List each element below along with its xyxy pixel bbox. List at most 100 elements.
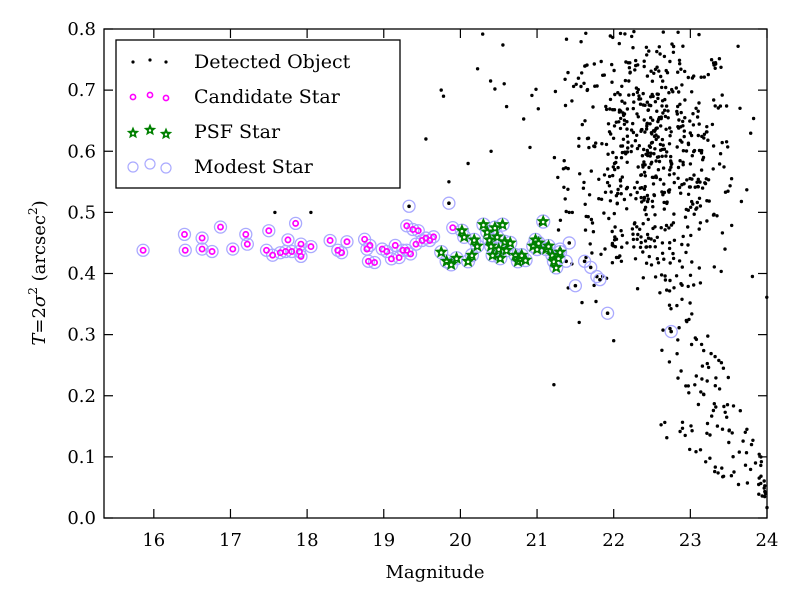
detected-object-point — [692, 173, 696, 177]
modest-star-center — [567, 241, 572, 245]
detected-object-point — [713, 354, 717, 359]
y-label-unit-close: ) — [29, 200, 50, 207]
detected-object-point — [664, 127, 668, 131]
detected-object-point — [727, 440, 731, 445]
detected-object-point — [623, 32, 627, 36]
detected-object-point — [632, 245, 636, 249]
psf-star-center — [470, 254, 474, 257]
psf-star-center — [491, 254, 494, 257]
detected-object-point — [750, 274, 755, 279]
detected-object-point — [723, 190, 728, 194]
detected-object-point — [577, 320, 581, 325]
detected-object-point — [649, 116, 653, 120]
detected-object-point — [710, 122, 715, 127]
detected-object-point — [658, 177, 662, 182]
detected-object-point — [612, 124, 617, 128]
detected-object-layer — [273, 29, 769, 510]
y-label-unit-open: (arcsec — [29, 215, 50, 287]
detected-object-point — [597, 197, 601, 201]
detected-object-point — [631, 121, 635, 126]
y-label-sup: 2 — [26, 287, 40, 295]
detected-object-point — [686, 192, 691, 196]
detected-object-point — [635, 190, 639, 195]
detected-object-point — [643, 184, 647, 189]
detected-object-point — [616, 191, 620, 196]
modest-star-center — [598, 277, 602, 282]
detected-object-point — [678, 138, 682, 142]
detected-object-point — [602, 73, 606, 77]
detected-object-point — [677, 326, 681, 330]
detected-object-point — [659, 423, 663, 427]
detected-object-point — [676, 30, 680, 34]
candidate-star-point — [326, 237, 334, 244]
detected-object-point — [668, 126, 672, 130]
detected-object-point — [649, 263, 654, 267]
detected-object-point — [724, 104, 729, 108]
detected-object-point — [660, 251, 665, 255]
detected-object-point — [622, 197, 627, 202]
detected-object-point — [629, 128, 634, 132]
detected-object-point — [667, 91, 671, 95]
candidate-modest-ring — [226, 242, 240, 256]
detected-object-point — [705, 125, 709, 129]
detected-object-point — [645, 74, 650, 78]
detected-object-point — [738, 106, 742, 111]
detected-object-point — [564, 37, 569, 41]
modest-star-point — [402, 199, 416, 213]
detected-object-point — [666, 109, 670, 113]
detected-object-point — [679, 125, 683, 129]
detected-object-point — [619, 229, 623, 233]
detected-object-point — [751, 438, 755, 442]
detected-object-point — [693, 185, 697, 189]
x-tick-label: 23 — [679, 530, 702, 551]
detected-object-point — [709, 351, 713, 356]
candidate-modest-ring — [262, 224, 276, 238]
detected-object-point — [759, 460, 764, 464]
detected-object-point — [653, 245, 657, 249]
detected-object-point — [618, 126, 623, 131]
detected-object-point — [641, 276, 645, 280]
detected-object-point — [635, 112, 639, 116]
y-tick-label: 0.1 — [67, 447, 96, 468]
detected-object-point — [699, 168, 704, 172]
detected-object-point — [558, 218, 563, 222]
detected-object-point — [619, 259, 624, 263]
detected-object-point — [680, 183, 684, 187]
legend-label: PSF Star — [194, 121, 281, 143]
detected-object-point — [635, 180, 639, 184]
psf-star-center — [493, 226, 497, 230]
detected-object-point — [656, 261, 661, 265]
detected-object-point — [741, 439, 745, 443]
detected-object-point — [667, 360, 672, 364]
legend-marker-dot — [164, 60, 168, 64]
detected-object-point — [668, 261, 672, 265]
detected-object-point — [681, 160, 685, 164]
candidate-star-point — [263, 246, 270, 254]
detected-object-point — [583, 228, 588, 232]
psf-star-layer — [434, 214, 567, 274]
detected-object-point — [612, 211, 616, 216]
y-tick-label: 0.0 — [67, 508, 96, 529]
detected-object-point — [668, 168, 672, 172]
detected-object-point — [593, 84, 597, 88]
x-tick-label: 16 — [142, 530, 165, 551]
detected-object-point — [690, 429, 694, 433]
detected-object-point — [604, 104, 608, 109]
detected-object-point — [708, 433, 712, 437]
detected-object-point — [635, 90, 640, 95]
detected-object-point — [625, 120, 629, 124]
detected-object-point — [725, 403, 730, 407]
detected-object-point — [570, 99, 574, 103]
detected-object-point — [603, 190, 608, 194]
detected-object-point — [570, 210, 574, 215]
detected-object-point — [675, 352, 679, 356]
detected-object-point — [698, 221, 703, 225]
candidate-modest-ring — [304, 239, 318, 254]
psf-star-center — [449, 263, 453, 267]
detected-object-point — [691, 123, 696, 127]
detected-object-point — [661, 328, 665, 332]
detected-object-point — [591, 105, 595, 109]
detected-object-point — [692, 283, 696, 287]
legend-item-detected-object: Detected Object — [131, 51, 351, 73]
detected-object-point — [580, 300, 584, 305]
